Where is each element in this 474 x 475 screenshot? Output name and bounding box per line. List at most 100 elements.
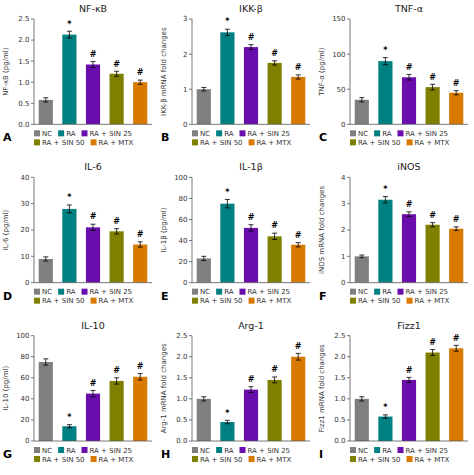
bar	[220, 422, 234, 441]
legend: NCRARA + SIN 25RA + SIN 50RA + MTX	[350, 130, 450, 147]
legend-swatch	[249, 298, 255, 304]
y-tick	[189, 419, 192, 420]
y-tick	[347, 54, 350, 55]
legend-swatch	[192, 130, 198, 136]
significance-marker: #	[295, 63, 302, 72]
y-axis-line	[192, 19, 193, 124]
error-bar	[138, 242, 143, 247]
bar	[291, 245, 305, 283]
y-axis-line	[192, 177, 193, 282]
legend-swatch	[91, 298, 97, 304]
panel-label: G	[3, 448, 12, 461]
bar	[39, 259, 53, 283]
legend-label: RA + MTX	[415, 297, 450, 305]
y-tick	[347, 203, 350, 204]
bar	[355, 399, 369, 441]
legend-label: RA + MTX	[99, 139, 134, 147]
bar	[110, 381, 124, 441]
bars	[39, 205, 148, 283]
bars	[355, 345, 464, 441]
error-bar	[67, 31, 72, 38]
y-tick-label: 0	[25, 279, 29, 287]
y-tick-label: 0.0	[176, 437, 187, 445]
legend-swatch	[34, 289, 40, 295]
legend-item: RA + MTX	[91, 297, 134, 305]
bar	[220, 204, 234, 283]
significance-marker: *	[383, 403, 388, 412]
y-tick-label: 1.5	[18, 58, 29, 66]
y-axis-label: NF-κB (pg/ml)	[2, 47, 10, 96]
y-tick	[189, 54, 192, 55]
error-bar	[249, 45, 254, 50]
panel: IL-10IL-10 (pg/ml)020406080100*###GNCRAR…	[2, 320, 152, 464]
legend: NCRARA + SIN 25RA + SIN 50RA + MTX	[192, 447, 292, 464]
error-bar	[272, 377, 277, 383]
y-tick-label: 100	[174, 174, 187, 182]
bar	[197, 258, 211, 282]
y-tick-label: 2.0	[334, 353, 345, 361]
y-tick	[189, 124, 192, 125]
legend-label: NC	[358, 447, 368, 455]
panel-title: IKK-β	[239, 3, 263, 14]
error-bar	[67, 425, 72, 428]
legend: NCRARA + SIN 25RA + SIN 50RA + MTX	[34, 130, 134, 147]
y-axis-label: IL-6 (pg/ml)	[2, 209, 10, 250]
y-tick	[189, 335, 192, 336]
error-bar	[454, 91, 459, 95]
legend-label: RA + SIN 25	[248, 447, 291, 455]
bar	[291, 77, 305, 124]
panel: NF-κBNF-κB (pg/ml)0.00.51.01.52.02.5*###…	[2, 3, 152, 147]
legend-swatch	[374, 447, 380, 453]
legend-item: RA + SIN 25	[82, 130, 133, 138]
legend-label: RA + MTX	[99, 456, 134, 464]
y-tick-label: 100	[16, 332, 29, 340]
bar	[62, 35, 76, 125]
legend-item: RA	[216, 130, 234, 138]
legend-label: NC	[358, 130, 368, 138]
legend-swatch	[398, 447, 404, 453]
legend-item: RA + MTX	[249, 139, 292, 147]
legend-swatch	[216, 289, 222, 295]
y-tick	[347, 398, 350, 399]
legend-item: RA + SIN 25	[240, 447, 291, 455]
legend-swatch	[82, 289, 88, 295]
significance-marker: *	[383, 185, 388, 194]
y-tick	[347, 335, 350, 336]
bar	[426, 225, 440, 283]
significance-marker: #	[271, 49, 278, 58]
bar	[449, 229, 463, 283]
legend-label: RA + SIN 50	[200, 297, 243, 305]
y-tick	[347, 256, 350, 257]
legend-item: RA + MTX	[91, 456, 134, 464]
legend-item: RA + MTX	[91, 139, 134, 147]
y-tick-label: 60	[179, 216, 188, 224]
bar	[39, 362, 53, 441]
legend-swatch	[192, 289, 198, 295]
y-axis-label: TNF-α (pg/ml)	[318, 47, 326, 97]
error-bar	[272, 233, 277, 239]
y-tick	[31, 19, 34, 20]
significance-marker: #	[113, 217, 120, 226]
error-bar	[407, 212, 412, 217]
error-bar	[359, 98, 364, 102]
legend-item: NC	[192, 447, 210, 455]
legend-item: RA + SIN 50	[34, 456, 85, 464]
legend-item: RA + MTX	[407, 139, 450, 147]
bar	[197, 89, 211, 124]
bar	[402, 214, 416, 282]
significance-marker: #	[406, 200, 413, 209]
legend-swatch	[34, 139, 40, 145]
error-bar	[201, 256, 206, 260]
legend: NCRARA + SIN 25RA + SIN 50RA + MTX	[34, 447, 134, 464]
y-tick-label: 1.5	[334, 374, 345, 382]
legend-item: NC	[192, 130, 210, 138]
legend-swatch	[192, 456, 198, 462]
legend-label: RA	[382, 130, 392, 138]
legend-label: RA	[66, 130, 76, 138]
y-tick-label: 0	[183, 279, 187, 287]
error-bar	[91, 62, 96, 68]
significance-marker: #	[90, 212, 97, 221]
legend: NCRARA + SIN 25RA + SIN 50RA + MTX	[192, 288, 292, 305]
significance-marker: #	[271, 221, 278, 230]
legend-swatch	[407, 139, 413, 145]
